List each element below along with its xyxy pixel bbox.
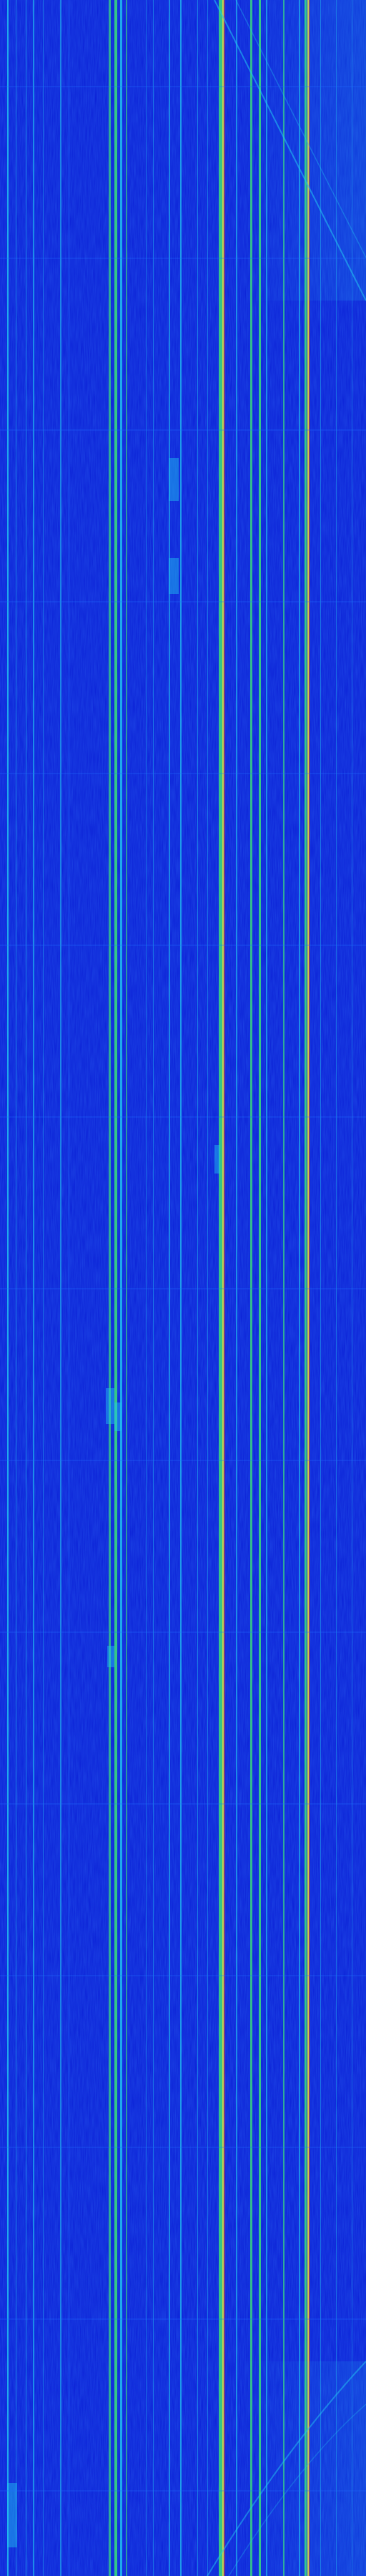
signal-carriers: [7, 0, 352, 2576]
scan-band: [0, 601, 366, 602]
signal-bursts: [0, 86, 366, 2547]
carrier-line: [146, 0, 147, 2576]
carrier-line: [283, 0, 285, 2576]
carrier-line: [207, 0, 208, 2576]
scan-band: [0, 1975, 366, 1976]
carrier-line: [109, 0, 111, 2576]
signal-burst: [7, 2483, 17, 2547]
scan-band: [0, 2490, 366, 2492]
carrier-line: [336, 0, 337, 2576]
carrier-line: [307, 0, 309, 2576]
carrier-line: [250, 0, 252, 2576]
carrier-line: [197, 0, 198, 2576]
carrier-line: [60, 0, 61, 2576]
carrier-line: [33, 0, 34, 2576]
signal-burst: [214, 1145, 220, 1174]
carrier-line: [320, 0, 321, 2576]
scan-band: [0, 773, 366, 774]
scan-band: [0, 1803, 366, 1805]
carrier-line: [7, 0, 9, 2576]
carrier-line: [309, 0, 310, 2576]
scan-band: [0, 945, 366, 946]
scan-band: [0, 258, 366, 259]
scan-band: [0, 429, 366, 431]
carrier-line: [120, 0, 122, 2576]
signal-burst: [169, 558, 179, 594]
scan-band: [0, 1116, 366, 1118]
signal-burst: [107, 1646, 114, 1667]
sweep-haze-bottom: [243, 2361, 366, 2576]
signal-burst: [114, 1402, 122, 1431]
carrier-line: [219, 0, 222, 2576]
carrier-line: [222, 0, 224, 2576]
carrier-line: [266, 0, 267, 2576]
carrier-line: [259, 0, 261, 2576]
signal-burst: [106, 1388, 114, 1424]
carrier-line: [180, 0, 182, 2576]
carrier-line: [224, 0, 225, 2576]
carrier-line: [169, 0, 170, 2576]
carrier-line: [236, 0, 237, 2576]
signal-burst: [169, 458, 179, 501]
carrier-line: [126, 0, 127, 2576]
carrier-line: [114, 0, 117, 2576]
carrier-line: [43, 0, 44, 2576]
sweep-haze-top: [243, 0, 366, 301]
scan-band: [0, 1631, 366, 1633]
carrier-line: [153, 0, 154, 2576]
scan-band: [0, 1460, 366, 1461]
scan-band: [0, 86, 366, 87]
scan-band: [0, 2318, 366, 2320]
carrier-line: [305, 0, 307, 2576]
scan-band: [0, 1288, 366, 1289]
scan-band: [0, 2147, 366, 2148]
carrier-line: [299, 0, 300, 2576]
